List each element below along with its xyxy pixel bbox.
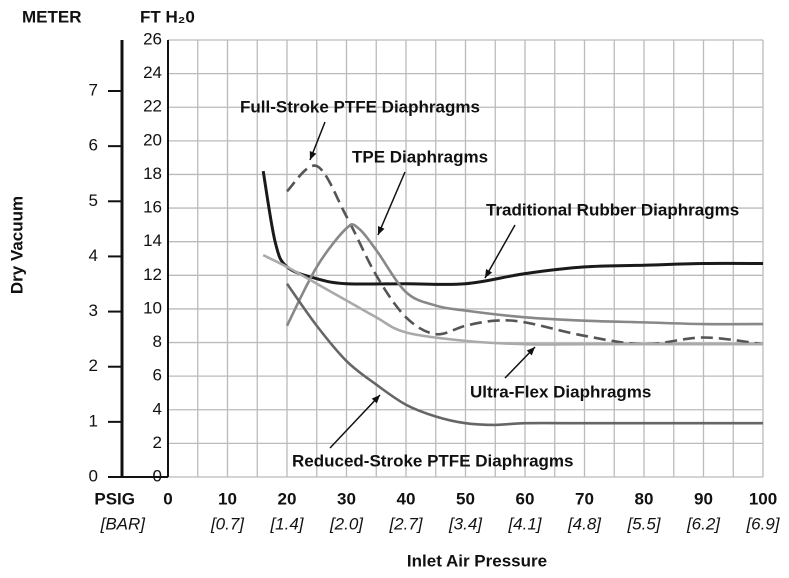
x2-tick-label: [2.7]: [388, 514, 423, 533]
x-tick-label: 10: [218, 489, 237, 508]
x-tick-label: 30: [337, 489, 356, 508]
x2-tick-label: [5.5]: [626, 514, 661, 533]
series-annotation: TPE Diaphragms: [352, 147, 488, 166]
annotation-arrow: [329, 394, 381, 449]
y-tick-label: 18: [143, 164, 162, 183]
arrow-head: [526, 347, 535, 356]
x-unit-label: PSIG: [94, 489, 135, 508]
arrow-head: [371, 395, 380, 404]
annotation-arrow: [484, 224, 516, 279]
x2-unit-label: [BAR]: [100, 514, 147, 533]
arrow-head: [378, 226, 385, 235]
x-tick-label: 100: [749, 489, 777, 508]
arrow-head: [485, 269, 493, 278]
y2-tick-label: 4: [89, 246, 98, 265]
y-tick-label: 16: [143, 198, 162, 217]
y-tick-label: 26: [143, 29, 162, 48]
series-line: [285, 223, 764, 327]
series-annotation: Full-Stroke PTFE Diaphragms: [240, 97, 480, 116]
y-tick-label: 2: [153, 433, 162, 452]
x-tick-label: 90: [694, 489, 713, 508]
y-tick-label: 0: [153, 466, 162, 485]
y2-tick-label: 3: [89, 301, 98, 320]
y2-unit-label: METER: [22, 7, 82, 26]
series-line: [285, 282, 763, 427]
x-tick-label: 0: [163, 489, 172, 508]
y2-tick-label: 2: [89, 356, 98, 375]
x2-tick-label: [2.0]: [329, 514, 364, 533]
x2-tick-label: [1.4]: [269, 514, 304, 533]
series-annotation: Traditional Rubber Diaphragms: [486, 200, 739, 219]
y-tick-label: 10: [143, 298, 162, 317]
series-line: [262, 253, 763, 346]
y2-tick-label: 7: [89, 80, 98, 99]
y2-tick-label: 6: [89, 136, 98, 155]
y-unit-label: FT H₂0: [140, 7, 195, 26]
x2-tick-label: [4.8]: [567, 514, 602, 533]
x-tick-label: 40: [397, 489, 416, 508]
y2-tick-label: 1: [89, 411, 98, 430]
x2-tick-label: [6.9]: [745, 514, 780, 533]
y2-tick-label: 5: [89, 191, 98, 210]
x-tick-label: 20: [278, 489, 297, 508]
x-tick-label: 60: [516, 489, 535, 508]
y2-tick-label: 0: [89, 466, 98, 485]
y-tick-label: 20: [143, 130, 162, 149]
series-line: [286, 164, 764, 346]
y-tick-label: 6: [153, 366, 162, 385]
y-tick-label: 14: [143, 231, 162, 250]
x2-tick-label: [4.1]: [507, 514, 542, 533]
annotation-arrow: [377, 171, 406, 236]
series-annotation: Ultra-Flex Diaphragms: [470, 382, 651, 401]
y-tick-label: 8: [153, 332, 162, 351]
x2-tick-label: [6.2]: [686, 514, 721, 533]
series-line: [261, 170, 764, 286]
y-tick-label: 24: [143, 63, 162, 82]
x-tick-label: 80: [635, 489, 654, 508]
x2-tick-label: [3.4]: [448, 514, 483, 533]
x-axis-label: Inlet Air Pressure: [407, 551, 547, 570]
arrow-head: [309, 151, 317, 160]
x-tick-label: 70: [575, 489, 594, 508]
x2-tick-label: [0.7]: [210, 514, 245, 533]
series-annotation: Reduced-Stroke PTFE Diaphragms: [292, 451, 574, 470]
y-tick-label: 12: [143, 265, 162, 284]
y-tick-label: 22: [143, 97, 162, 116]
y-axis-label: Dry Vacuum: [7, 196, 26, 294]
y-tick-label: 4: [153, 399, 162, 418]
x-tick-label: 50: [456, 489, 475, 508]
